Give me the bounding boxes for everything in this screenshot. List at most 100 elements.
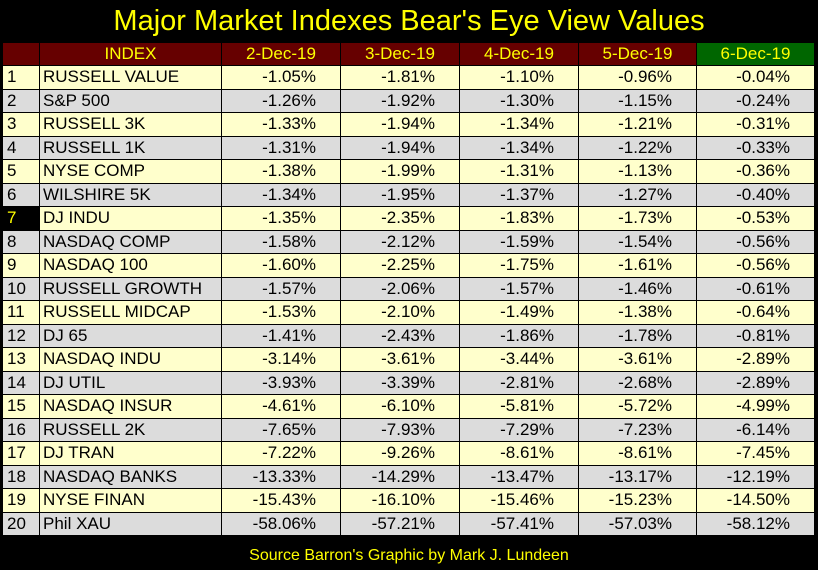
table-row: 2 S&P 500 -1.26% -1.92% -1.30% -1.15% -0.24% <box>2 88 815 113</box>
value-cell: -15.43% <box>221 488 341 513</box>
value-cell: -1.05% <box>221 65 341 90</box>
value-cell: -1.37% <box>459 182 579 207</box>
table-row: 18 NASDAQ BANKS -13.33% -14.29% -13.47% -13.1… <box>2 464 815 489</box>
table-row: 16 RUSSELL 2K -7.65% -7.93% -7.29% -7.23% -6.1… <box>2 417 815 442</box>
rank-cell: 4 <box>2 135 40 160</box>
value-cell: -1.83% <box>459 206 579 231</box>
value-cell: -57.41% <box>459 511 579 536</box>
index-name-cell: WILSHIRE 5K <box>39 182 222 207</box>
table-row: 13 NASDAQ INDU -3.14% -3.61% -3.44% -3.61% -2.… <box>2 347 815 372</box>
value-cell: -3.39% <box>340 370 460 395</box>
value-cell: -2.81% <box>459 370 579 395</box>
value-cell: -1.34% <box>459 135 579 160</box>
rank-cell: 15 <box>2 394 40 419</box>
value-cell: -2.06% <box>340 276 460 301</box>
value-cell: -7.45% <box>696 441 815 466</box>
value-cell: -0.24% <box>696 88 815 113</box>
value-cell: -0.40% <box>696 182 815 207</box>
index-name-cell: RUSSELL MIDCAP <box>39 300 222 325</box>
value-cell: -1.94% <box>340 112 460 137</box>
value-cell: -4.61% <box>221 394 341 419</box>
index-name-cell: RUSSELL GROWTH <box>39 276 222 301</box>
value-cell: -1.15% <box>578 88 697 113</box>
index-name-cell: NYSE COMP <box>39 159 222 184</box>
table-row: 17 DJ TRAN -7.22% -9.26% -8.61% -8.61% -7.45% <box>2 441 815 466</box>
value-cell: -3.61% <box>578 347 697 372</box>
rank-cell: 5 <box>2 159 40 184</box>
value-cell: -1.41% <box>221 323 341 348</box>
index-table: INDEX 2-Dec-19 3-Dec-19 4-Dec-19 5-Dec-1… <box>2 42 815 536</box>
rank-cell: 7 <box>2 206 40 231</box>
table-row: 15 NASDAQ INSUR -4.61% -6.10% -5.81% -5.72% -4… <box>2 394 815 419</box>
rank-cell: 6 <box>2 182 40 207</box>
rank-cell: 18 <box>2 464 40 489</box>
value-cell: -5.81% <box>459 394 579 419</box>
chart-title: Major Market Indexes Bear's Eye View Val… <box>113 5 705 37</box>
value-cell: -2.68% <box>578 370 697 395</box>
value-cell: -12.19% <box>696 464 815 489</box>
value-cell: -1.13% <box>578 159 697 184</box>
value-cell: -57.21% <box>340 511 460 536</box>
value-cell: -9.26% <box>340 441 460 466</box>
index-name-cell: NASDAQ BANKS <box>39 464 222 489</box>
rank-cell: 10 <box>2 276 40 301</box>
value-cell: -2.89% <box>696 370 815 395</box>
value-cell: -8.61% <box>459 441 579 466</box>
value-cell: -1.22% <box>578 135 697 160</box>
table-row: 14 DJ UTIL -3.93% -3.39% -2.81% -2.68% -2.89% <box>2 370 815 395</box>
value-cell: -1.49% <box>459 300 579 325</box>
table-row: 8 NASDAQ COMP -1.58% -2.12% -1.59% -1.54% -0.5… <box>2 229 815 254</box>
rank-cell: 2 <box>2 88 40 113</box>
value-cell: -1.27% <box>578 182 697 207</box>
rank-cell: 19 <box>2 488 40 513</box>
value-cell: -0.81% <box>696 323 815 348</box>
table-row: 19 NYSE FINAN -15.43% -16.10% -15.46% -15.23%… <box>2 488 815 513</box>
table-row: 7 DJ INDU -1.35% -2.35% -1.83% -1.73% -0.53% <box>2 206 815 231</box>
table-row: 5 NYSE COMP -1.38% -1.99% -1.31% -1.13% -0.36% <box>2 159 815 184</box>
value-cell: -0.53% <box>696 206 815 231</box>
rank-cell: 8 <box>2 229 40 254</box>
rank-cell: 11 <box>2 300 40 325</box>
value-cell: -1.31% <box>221 135 341 160</box>
value-cell: -1.10% <box>459 65 579 90</box>
index-name-cell: RUSSELL 1K <box>39 135 222 160</box>
value-cell: -3.61% <box>340 347 460 372</box>
value-cell: -0.04% <box>696 65 815 90</box>
value-cell: -16.10% <box>340 488 460 513</box>
value-cell: -1.99% <box>340 159 460 184</box>
value-cell: -1.33% <box>221 112 341 137</box>
value-cell: -4.99% <box>696 394 815 419</box>
value-cell: -1.35% <box>221 206 341 231</box>
table-row: 10 RUSSELL GROWTH -1.57% -2.06% -1.57% -1.46%… <box>2 276 815 301</box>
table-row: 9 NASDAQ 100 -1.60% -2.25% -1.75% -1.61% -0.56… <box>2 253 815 278</box>
header-date-5: 6-Dec-19 <box>696 42 815 66</box>
value-cell: -1.75% <box>459 253 579 278</box>
rank-cell: 13 <box>2 347 40 372</box>
rank-cell: 16 <box>2 417 40 442</box>
value-cell: -0.33% <box>696 135 815 160</box>
header-date-1: 2-Dec-19 <box>221 42 341 66</box>
rank-cell: 14 <box>2 370 40 395</box>
value-cell: -13.33% <box>221 464 341 489</box>
value-cell: -14.50% <box>696 488 815 513</box>
value-cell: -1.57% <box>459 276 579 301</box>
value-cell: -1.21% <box>578 112 697 137</box>
value-cell: -13.47% <box>459 464 579 489</box>
value-cell: -57.03% <box>578 511 697 536</box>
value-cell: -0.31% <box>696 112 815 137</box>
header-date-4: 5-Dec-19 <box>578 42 697 66</box>
value-cell: -0.56% <box>696 253 815 278</box>
header-row: INDEX 2-Dec-19 3-Dec-19 4-Dec-19 5-Dec-1… <box>2 42 815 66</box>
header-date-3: 4-Dec-19 <box>459 42 579 66</box>
value-cell: -7.29% <box>459 417 579 442</box>
index-name-cell: RUSSELL VALUE <box>39 65 222 90</box>
index-name-cell: NASDAQ INDU <box>39 347 222 372</box>
value-cell: -1.26% <box>221 88 341 113</box>
value-cell: -14.29% <box>340 464 460 489</box>
header-date-2: 3-Dec-19 <box>340 42 460 66</box>
value-cell: -1.92% <box>340 88 460 113</box>
index-name-cell: RUSSELL 3K <box>39 112 222 137</box>
value-cell: -1.86% <box>459 323 579 348</box>
table-row: 11 RUSSELL MIDCAP -1.53% -2.10% -1.49% -1.38%… <box>2 300 815 325</box>
value-cell: -1.73% <box>578 206 697 231</box>
